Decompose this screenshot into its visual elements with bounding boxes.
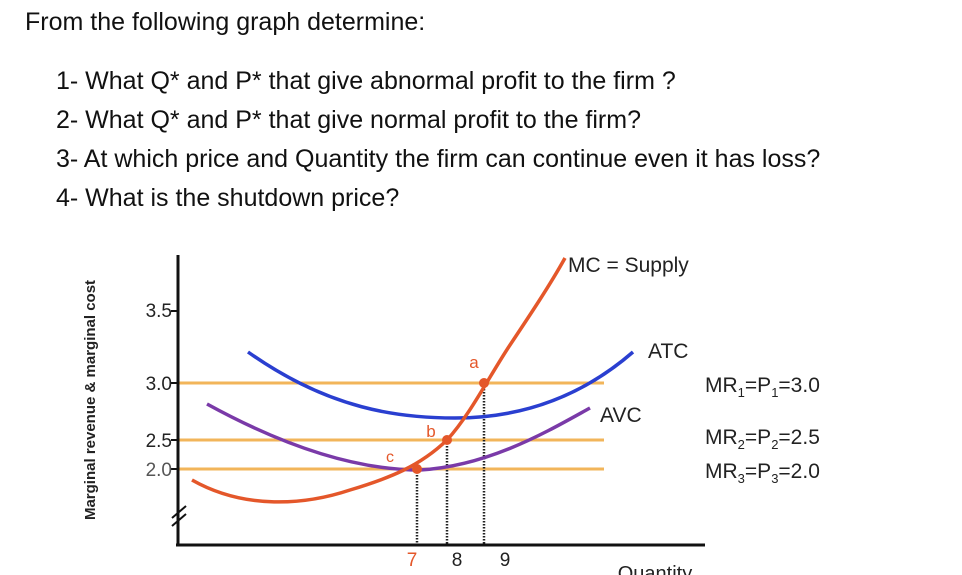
y-tick-label: 3.0	[146, 374, 172, 395]
x-axis-title: Quantity	[618, 563, 692, 575]
point-b-marker	[442, 435, 452, 445]
y-tick-label: 3.5	[146, 301, 172, 322]
point-label-b: b	[426, 422, 435, 441]
question-list: 1- What Q* and P* that give abnormal pro…	[56, 62, 820, 218]
avc-curve-label: AVC	[600, 404, 642, 427]
question-2: 2- What Q* and P* that give normal profi…	[56, 106, 641, 134]
x-tick-label: 7	[407, 550, 418, 571]
question-heading: From the following graph determine:	[25, 8, 426, 36]
question-4: 4- What is the shutdown price?	[56, 184, 400, 212]
question-1: 1- What Q* and P* that give abnormal pro…	[56, 67, 676, 95]
mr3-label: MR3=P3=2.0	[705, 460, 820, 486]
x-tick-label: 9	[500, 550, 511, 571]
axis-break-mark	[171, 513, 187, 527]
point-a-marker	[479, 378, 489, 388]
axis-break-mark	[171, 505, 187, 519]
y-tick-label: 2.5	[146, 431, 172, 452]
question-3: 3- At which price and Quantity the firm …	[56, 145, 821, 173]
atc-curve-label: ATC	[648, 340, 688, 363]
mc-curve-label: MC = Supply	[568, 254, 689, 277]
atc-curve	[246, 350, 635, 420]
x-tick-label: 8	[452, 550, 463, 571]
y-axis-title: Marginal revenue & marginal cost	[82, 280, 99, 520]
point-c-marker	[412, 464, 422, 474]
mr2-label: MR2=P2=2.5	[705, 426, 820, 452]
y-tick-label: 2.0	[146, 460, 172, 481]
point-label-c: c	[386, 449, 394, 466]
point-label-a: a	[469, 353, 479, 372]
mr1-label: MR1=P1=3.0	[705, 374, 820, 400]
